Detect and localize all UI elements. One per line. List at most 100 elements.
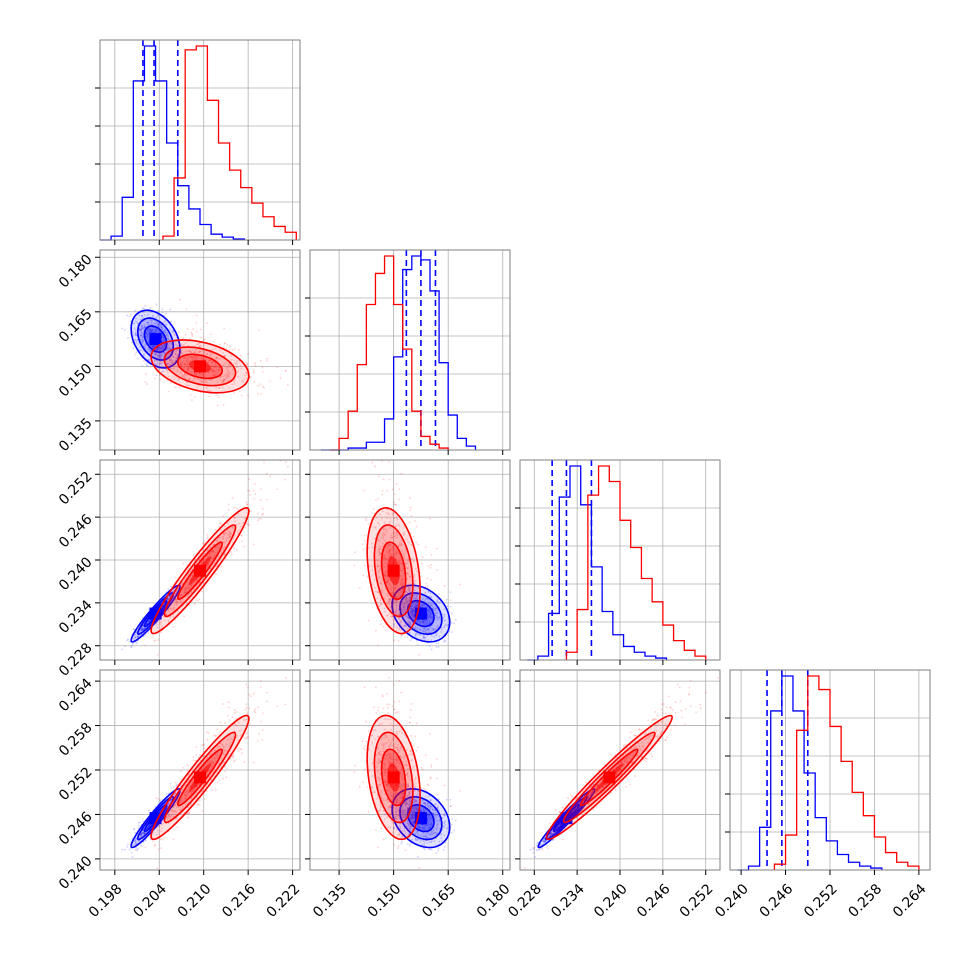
scatter-point [171, 362, 174, 365]
scatter-point [202, 339, 205, 342]
scatter-point [390, 615, 392, 618]
scatter-point [419, 633, 422, 636]
scatter-point [217, 536, 220, 539]
scatter-point [413, 575, 416, 577]
scatter-point [154, 353, 156, 355]
scatter-point [245, 523, 248, 525]
scatter-point [403, 602, 406, 605]
scatter-point [194, 586, 197, 588]
scatter-point [397, 544, 399, 547]
scatter-point [190, 791, 193, 794]
scatter-point [427, 622, 430, 625]
scatter-point [245, 733, 248, 736]
scatter-point [201, 358, 204, 360]
scatter-point [436, 600, 439, 603]
scatter-point [139, 349, 141, 352]
scatter-point [253, 709, 256, 712]
scatter-point [413, 582, 416, 585]
scatter-point [188, 378, 190, 381]
scatter-point [179, 599, 182, 602]
scatter-point [260, 720, 263, 723]
scatter-point [134, 636, 137, 639]
scatter-point [143, 326, 146, 329]
scatter-point [197, 599, 199, 602]
scatter-point [385, 530, 388, 533]
scatter-point [388, 555, 391, 558]
scatter-point [169, 595, 172, 598]
scatter-point [379, 513, 381, 516]
scatter-point [238, 522, 241, 525]
scatter-point [156, 348, 159, 351]
scatter-point [445, 598, 448, 601]
scatter-point [143, 313, 146, 316]
scatter-point [402, 584, 404, 586]
scatter-point [249, 723, 251, 725]
scatter-point [382, 536, 385, 539]
scatter-point [140, 324, 143, 327]
scatter-point [149, 319, 152, 322]
scatter-point [200, 357, 203, 360]
scatter-point [413, 614, 416, 617]
scatter-point [161, 326, 164, 329]
scatter-point [173, 334, 176, 337]
scatter-point [424, 600, 427, 602]
scatter-point [237, 513, 240, 515]
scatter-point [416, 604, 418, 607]
scatter-point [400, 582, 403, 585]
scatter-point [148, 340, 150, 342]
scatter-point [409, 596, 411, 599]
scatter-point [190, 333, 193, 336]
scatter-point [212, 734, 215, 737]
scatter-point [377, 539, 379, 541]
scatter-point [216, 381, 219, 383]
scatter-point [450, 622, 453, 624]
scatter-point [439, 618, 442, 621]
scatter-point [209, 390, 212, 393]
scatter-point [217, 368, 220, 371]
scatter-point [140, 332, 143, 335]
scatter-point [166, 363, 169, 365]
scatter-point [180, 353, 183, 355]
scatter-point [218, 366, 221, 369]
scatter-point [170, 786, 173, 789]
scatter-point [146, 329, 149, 332]
scatter-point [233, 517, 236, 519]
scatter-point [189, 356, 192, 359]
scatter-point [209, 546, 212, 549]
scatter-point [187, 344, 190, 347]
scatter-point [223, 378, 226, 381]
scatter-point [417, 644, 419, 646]
scatter-point [388, 548, 391, 551]
scatter-point [421, 620, 424, 623]
scatter-point [409, 623, 412, 626]
scatter-point [391, 488, 394, 491]
panel-2-2 [515, 459, 721, 665]
scatter-point [429, 592, 432, 595]
scatter-point [431, 603, 434, 606]
scatter-point [183, 791, 186, 794]
scatter-point [180, 601, 183, 604]
scatter-point [216, 540, 219, 543]
scatter-point [147, 331, 150, 334]
scatter-point [150, 330, 152, 333]
scatter-point [394, 554, 396, 557]
scatter-point [229, 737, 232, 740]
scatter-point [148, 825, 151, 828]
scatter-point [188, 586, 190, 589]
scatter-point [216, 357, 219, 360]
y-tick-label-2-1: 0.234 [56, 597, 96, 637]
scatter-point [142, 307, 145, 310]
scatter-point [203, 379, 206, 382]
panel-frame [309, 249, 511, 451]
scatter-point [203, 542, 205, 545]
scatter-point [254, 362, 256, 365]
scatter-point [216, 404, 219, 407]
scatter-point [412, 602, 414, 605]
scatter-point [141, 325, 144, 328]
scatter-point [134, 309, 137, 312]
scatter-point [225, 376, 228, 378]
scatter-point [377, 565, 380, 568]
scatter-point [229, 758, 231, 761]
scatter-point [189, 571, 192, 573]
scatter-point [383, 557, 386, 560]
